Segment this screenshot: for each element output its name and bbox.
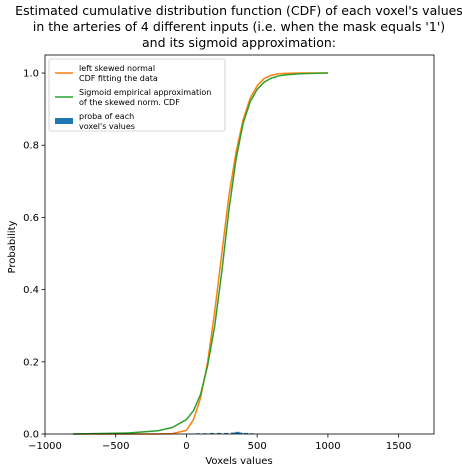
- x-tick-label: −500: [102, 441, 129, 452]
- histogram-bar: [223, 432, 229, 434]
- series-line-0: [73, 72, 328, 435]
- histogram-bar: [209, 432, 215, 434]
- legend: left skewed normal CDF fitting the data Si…: [48, 58, 226, 132]
- histogram-bar: [231, 432, 236, 434]
- histogram-bar: [238, 432, 243, 434]
- x-tick-label: 1500: [386, 441, 411, 452]
- x-tick-label: 500: [248, 441, 267, 452]
- y-tick-label: 1.0: [23, 69, 39, 80]
- histogram-bar: [216, 432, 222, 434]
- legend-entry-1: Sigmoid empirical approximation of the sk…: [79, 88, 211, 107]
- y-tick-label: 0.4: [23, 285, 39, 296]
- chart-title-line-2: in the arteries of 4 different inputs (i…: [33, 19, 445, 34]
- x-tick-label: 0: [183, 441, 189, 452]
- chart-title-line-1: Estimated cumulative distribution functi…: [15, 3, 462, 18]
- histogram-bar: [243, 432, 248, 434]
- x-tick-label: 1000: [315, 441, 340, 452]
- y-tick-label: 0.8: [23, 141, 39, 152]
- series-line-1: [73, 72, 328, 435]
- legend-box: [48, 58, 226, 132]
- legend-swatch-bar: [55, 118, 73, 124]
- axes-frame: [44, 54, 435, 435]
- chart-title-line-3: and its sigmoid approximation:: [142, 35, 336, 50]
- x-axis-label: Voxels values: [205, 456, 272, 467]
- y-axis-label: Probability: [7, 220, 18, 273]
- legend-entry-2: proba of each voxel's values: [79, 112, 135, 131]
- y-tick-label: 0.6: [23, 213, 39, 224]
- y-tick-label: 0.0: [23, 430, 39, 441]
- plot-area: −1000 −500 0 500 1000 1500 0.0 0.2 0.4 0.6 0.8 1.0 l…: [23, 54, 435, 452]
- legend-entry-0: left skewed normal CDF fitting the data: [79, 64, 158, 83]
- y-tick-label: 0.2: [23, 357, 39, 368]
- x-tick-label: −1000: [28, 441, 62, 452]
- histogram-bar: [235, 431, 240, 434]
